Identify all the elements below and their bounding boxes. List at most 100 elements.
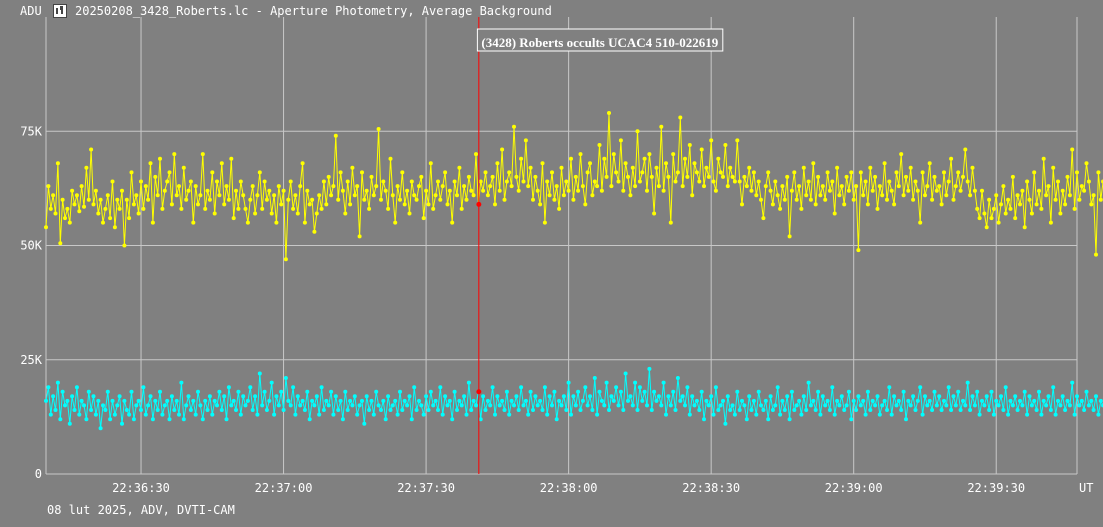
series-1-point: [312, 403, 317, 408]
series-1-point: [519, 385, 524, 390]
series-0-point: [238, 179, 243, 184]
series-1-point: [1046, 394, 1051, 399]
series-1-point: [785, 394, 790, 399]
series-0-point: [234, 188, 238, 193]
series-0-point: [471, 193, 476, 198]
series-1-point: [200, 417, 205, 422]
series-1-point: [207, 394, 212, 399]
series-1-point: [205, 408, 210, 412]
series-1-point: [67, 421, 72, 426]
series-0-point: [908, 165, 913, 170]
series-1-point: [742, 403, 747, 408]
series-0-point: [1025, 179, 1030, 184]
y-tick-label: 0: [35, 467, 42, 481]
series-1-point: [355, 412, 360, 417]
series-1-point: [621, 408, 626, 412]
series-0-point: [633, 184, 638, 189]
series-1-point: [654, 398, 659, 403]
series-1-point: [222, 394, 227, 399]
series-1-point: [333, 394, 338, 399]
series-1-point: [352, 394, 357, 399]
series-0-point: [497, 188, 502, 193]
series-1-point: [1032, 398, 1037, 403]
series-0-point: [459, 206, 464, 211]
series-0-point: [188, 179, 193, 184]
series-1-point: [474, 403, 478, 408]
series-1-point: [203, 398, 208, 403]
series-1-point: [48, 412, 53, 417]
series-1-point: [554, 417, 559, 422]
series-0-point: [901, 193, 906, 198]
series-1-line: [45, 368, 1103, 429]
series-0-point: [127, 216, 132, 221]
series-1-point: [659, 403, 664, 408]
series-0-point: [421, 216, 426, 221]
series-0-point: [139, 179, 143, 184]
series-0-point: [789, 188, 794, 193]
series-1-point: [564, 408, 569, 412]
series-0-point: [885, 197, 889, 202]
series-0-point: [927, 161, 932, 166]
series-1-point: [763, 398, 768, 403]
series-1-point: [999, 394, 1003, 399]
series-1-point: [794, 403, 799, 408]
series-0-point: [169, 202, 174, 207]
series-1-point: [961, 398, 965, 403]
series-1-point: [89, 408, 94, 412]
series-1-point: [459, 403, 464, 408]
series-0-point: [262, 179, 267, 184]
series-1-point: [348, 398, 353, 403]
series-1-point: [780, 398, 785, 403]
series-1-point: [951, 394, 956, 399]
series-0-point: [60, 197, 65, 202]
series-1-point: [134, 403, 139, 408]
series-0-point: [186, 188, 191, 193]
series-0-point: [659, 124, 664, 129]
series-1-point: [756, 389, 761, 394]
series-1-point: [405, 403, 410, 408]
series-0-point: [661, 188, 666, 193]
series-1-point: [920, 412, 925, 417]
series-1-point: [908, 403, 913, 408]
series-1-point: [1063, 408, 1068, 412]
series-0-point: [345, 179, 350, 184]
series-0-point: [918, 220, 923, 225]
series-1-point: [806, 380, 811, 385]
series-0-point: [868, 165, 873, 170]
series-0-point: [837, 193, 842, 198]
series-1-point: [766, 417, 771, 422]
series-1-point: [559, 403, 564, 408]
series-0-point: [554, 184, 559, 189]
series-1-point: [509, 398, 514, 403]
series-0-point: [768, 188, 773, 193]
series-1-point: [1079, 398, 1084, 403]
series-1-point: [343, 389, 348, 394]
series-1-point: [250, 408, 255, 412]
series-1-point: [402, 398, 407, 403]
series-1-point: [885, 408, 889, 412]
series-0-point: [447, 188, 452, 193]
series-1-point: [865, 389, 870, 394]
series-1-point: [808, 403, 813, 408]
series-1-point: [863, 412, 868, 417]
series-1-point: [664, 412, 668, 417]
series-0-point: [904, 174, 908, 179]
series-1-point: [393, 398, 398, 403]
series-1-point: [276, 403, 281, 408]
series-0-point: [302, 220, 307, 225]
series-1-point: [837, 403, 842, 408]
series-0-point: [932, 174, 937, 179]
series-0-point: [1008, 206, 1013, 211]
series-1-point: [177, 412, 181, 417]
series-1-point: [868, 408, 873, 412]
series-1-point: [224, 417, 229, 422]
series-0-point: [1067, 193, 1072, 198]
series-0-point: [46, 184, 51, 189]
series-0-point: [523, 138, 528, 143]
series-0-point: [417, 184, 421, 189]
series-1-point: [445, 403, 450, 408]
series-1-point: [507, 412, 512, 417]
series-0-point: [813, 202, 818, 207]
series-1-point: [440, 412, 445, 417]
series-0-point: [217, 193, 222, 198]
